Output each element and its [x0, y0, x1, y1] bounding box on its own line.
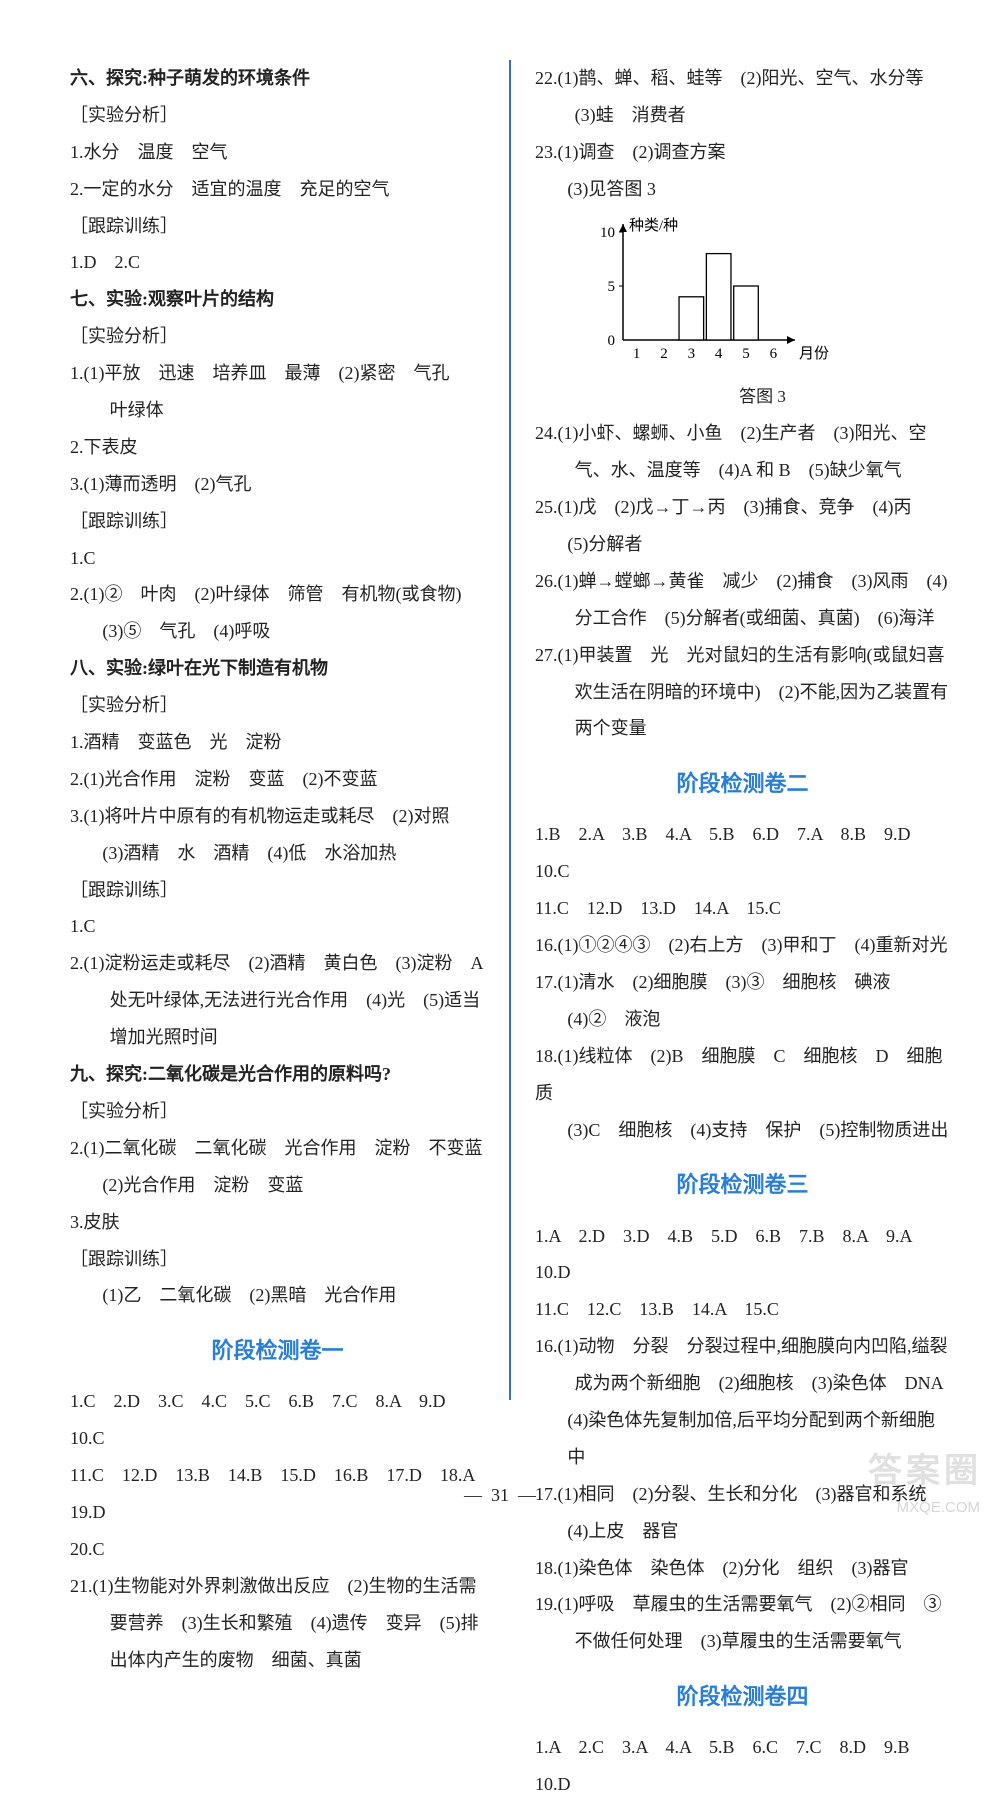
mc-answers: 1.A 2.C 3.A 4.A 5.B 6.C 7.C 8.D 9.B 10.D [535, 1729, 950, 1803]
text: 2.(1)二氧化碳 二氧化碳 光合作用 淀粉 不变蓝 [70, 1130, 485, 1167]
left-column: 六、探究:种子萌发的环境条件 ［实验分析］ 1.水分 温度 空气 2.一定的水分… [70, 60, 507, 1400]
column-divider [509, 60, 511, 1400]
text: 17.(1)清水 (2)细胞膜 (3)③ 细胞核 碘液 [535, 964, 950, 1001]
section-title-1: 阶段检测卷一 [70, 1328, 485, 1373]
text: (4)② 液泡 [535, 1001, 950, 1038]
text: (3)酒精 水 酒精 (4)低 水浴加热 [70, 835, 485, 872]
text: 3.(1)薄而透明 (2)气孔 [70, 466, 485, 503]
svg-text:6: 6 [770, 346, 778, 362]
text: 25.(1)戊 (2)戊→丁→丙 (3)捕食、竞争 (4)丙 [535, 489, 950, 526]
right-column: 22.(1)鹊、蝉、稻、蛙等 (2)阳光、空气、水分等 (3)蛙 消费者 23.… [513, 60, 950, 1400]
mc-answers: 1.B 2.A 3.B 4.A 5.B 6.D 7.A 8.B 9.D 10.C [535, 816, 950, 890]
label-track: ［跟踪训练］ [70, 1241, 485, 1278]
text: 23.(1)调查 (2)调查方案 [535, 134, 950, 171]
text: (4)上皮 器官 [535, 1513, 950, 1550]
text: (3)⑤ 气孔 (4)呼吸 [70, 613, 485, 650]
mc-answers: 11.C 12.D 13.D 14.A 15.C [535, 890, 950, 927]
text: 1.水分 温度 空气 [70, 134, 485, 171]
svg-text:4: 4 [715, 346, 723, 362]
text: 16.(1)动物 分裂 分裂过程中,细胞膜向内凹陷,缢裂成为两个新细胞 (2)细… [535, 1328, 950, 1402]
text: 18.(1)染色体 染色体 (2)分化 组织 (3)器官 [535, 1550, 950, 1587]
mc-answers: 1.A 2.D 3.D 4.B 5.D 6.B 7.B 8.A 9.A 10.D [535, 1218, 950, 1292]
label-exp: ［实验分析］ [70, 687, 485, 724]
heading-7: 七、实验:观察叶片的结构 [70, 281, 485, 318]
heading-9: 九、探究:二氧化碳是光合作用的原料吗? [70, 1056, 485, 1093]
svg-text:0: 0 [608, 333, 616, 349]
mc-answers: 20.C [70, 1531, 485, 1568]
mc-answers: 11.C 12.C 13.B 14.A 15.C [535, 1291, 950, 1328]
text: 24.(1)小虾、螺蛳、小鱼 (2)生产者 (3)阳光、空气、水、温度等 (4)… [535, 415, 950, 489]
heading-8: 八、实验:绿叶在光下制造有机物 [70, 650, 485, 687]
answer-chart-3: 5 10 0 1 2 3 4 5 6 种类/种月份 [575, 214, 950, 377]
chart-caption: 答图 3 [535, 380, 950, 415]
text: 2.下表皮 [70, 429, 485, 466]
svg-text:10: 10 [600, 225, 615, 241]
text: (3)见答图 3 [535, 171, 950, 208]
section-title-2: 阶段检测卷二 [535, 761, 950, 806]
label-exp: ［实验分析］ [70, 97, 485, 134]
watermark-url: MXQE.COM [897, 1499, 980, 1516]
text: 16.(1)①②④③ (2)右上方 (3)甲和丁 (4)重新对光 [535, 927, 950, 964]
text: 1.C [70, 540, 485, 577]
text: 19.(1)呼吸 草履虫的生活需要氧气 (2)②相同 ③不做任何处理 (3)草履… [535, 1586, 950, 1660]
label-track: ［跟踪训练］ [70, 208, 485, 245]
svg-text:1: 1 [633, 346, 641, 362]
text: (5)分解者 [535, 526, 950, 563]
mc-answers: 1.C 2.D 3.C 4.C 5.C 6.B 7.C 8.A 9.D 10.C [70, 1383, 485, 1457]
text: 3.皮肤 [70, 1204, 485, 1241]
text: 1.酒精 变蓝色 光 淀粉 [70, 724, 485, 761]
page-number: — 31 — [0, 1485, 1000, 1506]
text: 2.(1)淀粉运走或耗尽 (2)酒精 黄白色 (3)淀粉 A 处无叶绿体,无法进… [70, 945, 485, 1056]
text: 2.(1)光合作用 淀粉 变蓝 (2)不变蓝 [70, 761, 485, 798]
text: (1)乙 二氧化碳 (2)黑暗 光合作用 [70, 1277, 485, 1314]
text: 2.一定的水分 适宜的温度 充足的空气 [70, 171, 485, 208]
svg-text:2: 2 [660, 346, 668, 362]
text: 2.(1)② 叶肉 (2)叶绿体 筛管 有机物(或食物) [70, 576, 485, 613]
text: (2)光合作用 淀粉 变蓝 [70, 1167, 485, 1204]
svg-text:5: 5 [608, 279, 616, 295]
text: 22.(1)鹊、蝉、稻、蛙等 (2)阳光、空气、水分等 (3)蛙 消费者 [535, 60, 950, 134]
label-track: ［跟踪训练］ [70, 503, 485, 540]
bar-chart-svg: 5 10 0 1 2 3 4 5 6 种类/种月份 [575, 214, 835, 364]
section-title-4: 阶段检测卷四 [535, 1674, 950, 1719]
text: (3)C 细胞核 (4)支持 保护 (5)控制物质进出 [535, 1112, 950, 1149]
text: 18.(1)线粒体 (2)B 细胞膜 C 细胞核 D 细胞质 [535, 1038, 950, 1112]
text: 1.C [70, 908, 485, 945]
text: 1.D 2.C [70, 244, 485, 281]
heading-6: 六、探究:种子萌发的环境条件 [70, 60, 485, 97]
section-title-3: 阶段检测卷三 [535, 1162, 950, 1207]
text: 27.(1)甲装置 光 光对鼠妇的生活有影响(或鼠妇喜欢生活在阴暗的环境中) (… [535, 637, 950, 748]
text: 26.(1)蝉→螳螂→黄雀 减少 (2)捕食 (3)风雨 (4)分工合作 (5)… [535, 563, 950, 637]
text: 3.(1)将叶片中原有的有机物运走或耗尽 (2)对照 [70, 798, 485, 835]
label-track: ［跟踪训练］ [70, 872, 485, 909]
two-column-layout: 六、探究:种子萌发的环境条件 ［实验分析］ 1.水分 温度 空气 2.一定的水分… [70, 60, 950, 1400]
text: 21.(1)生物能对外界刺激做出反应 (2)生物的生活需要营养 (3)生长和繁殖… [70, 1568, 485, 1679]
label-exp: ［实验分析］ [70, 1093, 485, 1130]
text: 1.(1)平放 迅速 培养皿 最薄 (2)紧密 气孔 叶绿体 [70, 355, 485, 429]
svg-text:5: 5 [742, 346, 750, 362]
svg-text:种类/种: 种类/种 [629, 217, 678, 234]
page-number-value: 31 [491, 1485, 509, 1505]
watermark: 答案圈 [868, 1443, 982, 1492]
svg-text:月份: 月份 [799, 345, 829, 362]
svg-text:3: 3 [688, 346, 696, 362]
label-exp: ［实验分析］ [70, 318, 485, 355]
